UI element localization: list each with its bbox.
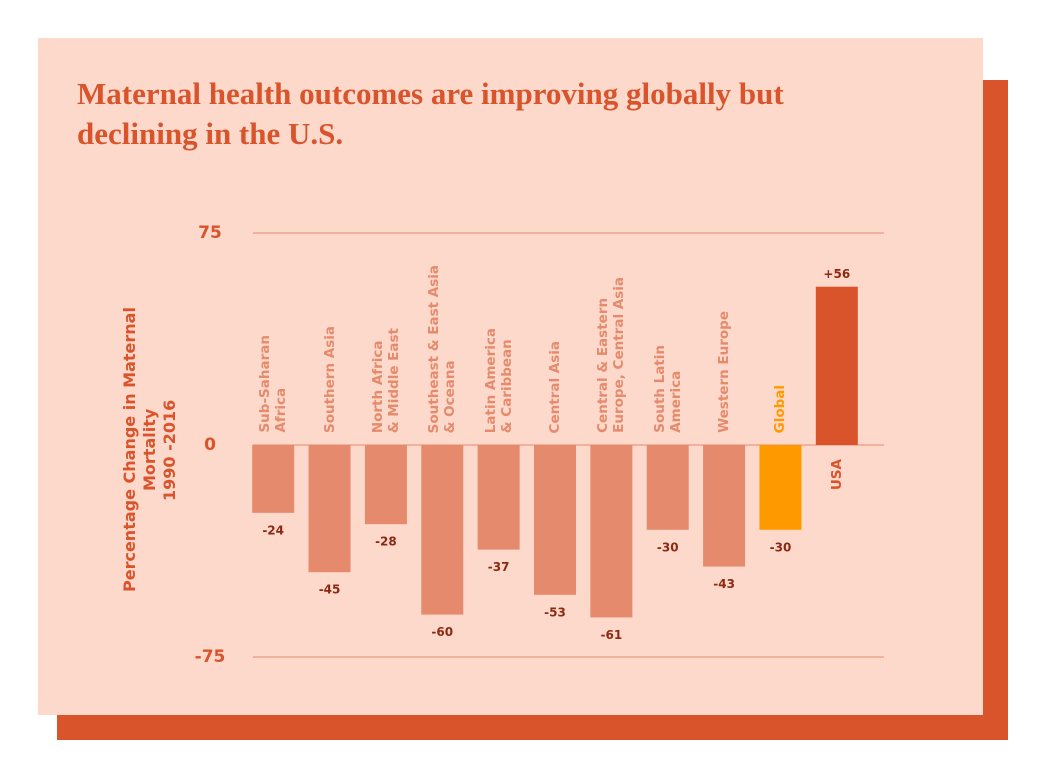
x-tick-label: Sub-Saharan Africa [257, 335, 290, 433]
data-label: -30 [770, 540, 792, 554]
data-label: -24 [262, 523, 284, 537]
x-tick-label: Central Asia [547, 340, 563, 433]
bar [590, 445, 633, 618]
bar [252, 445, 295, 513]
bar [759, 445, 802, 530]
bar [421, 445, 464, 615]
bar [364, 445, 407, 525]
data-label: -45 [319, 583, 341, 597]
bar [477, 445, 520, 550]
data-label: -43 [713, 577, 735, 591]
data-label: -60 [431, 625, 453, 639]
bar [534, 445, 576, 595]
bar [646, 445, 689, 530]
x-tick-label: Southern Asia [321, 325, 338, 433]
x-tick-label: USA [828, 459, 845, 491]
bar [308, 445, 351, 573]
y-tick-label: -75 [195, 647, 226, 667]
x-tick-label: Latin America & Caribbean [482, 327, 515, 433]
bar [703, 445, 746, 567]
data-label: -61 [601, 628, 623, 642]
data-label: -53 [544, 605, 566, 619]
chart-title: Maternal health outcomes are improving g… [77, 76, 784, 151]
data-label: -37 [488, 560, 510, 574]
x-tick-label: Central & Eastern Europe, Central Asia [595, 277, 628, 433]
x-tick-label: Global [772, 384, 789, 433]
data-label: -30 [657, 540, 679, 554]
x-tick-label: North Africa & Middle East [369, 327, 402, 433]
y-tick-label: 0 [204, 435, 216, 455]
y-tick-label: 75 [198, 223, 222, 243]
bar [815, 286, 858, 445]
x-tick-label: Southeast & East Asia & Oceana [426, 264, 459, 433]
x-tick-label: South Latin America [651, 345, 684, 433]
data-label: +56 [823, 267, 850, 281]
x-tick-label: Western Europe [716, 311, 733, 433]
data-label: -28 [375, 535, 397, 549]
